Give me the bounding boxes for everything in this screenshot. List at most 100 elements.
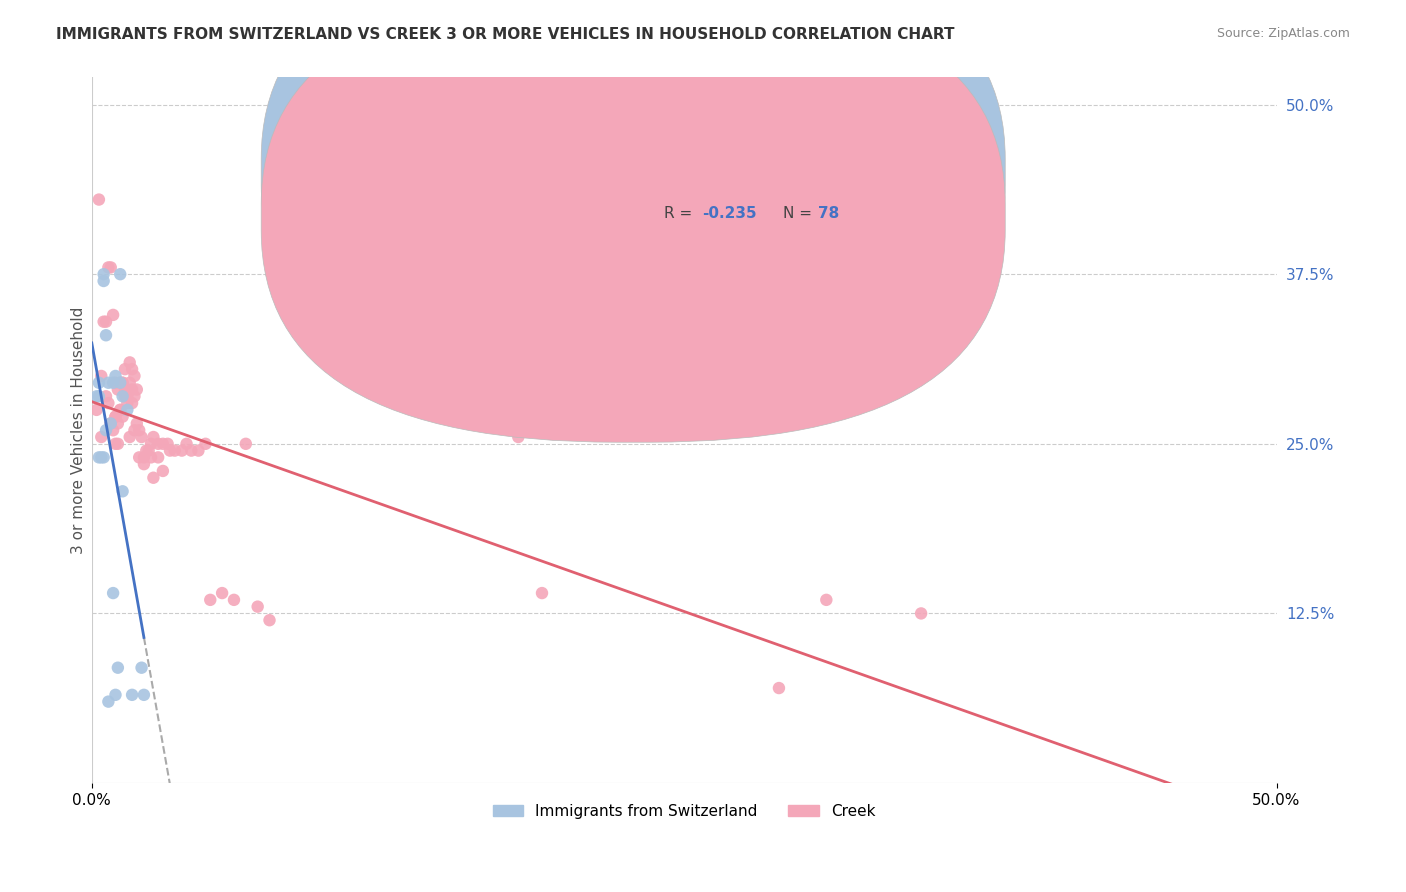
Y-axis label: 3 or more Vehicles in Household: 3 or more Vehicles in Household: [72, 307, 86, 554]
Text: IMMIGRANTS FROM SWITZERLAND VS CREEK 3 OR MORE VEHICLES IN HOUSEHOLD CORRELATION: IMMIGRANTS FROM SWITZERLAND VS CREEK 3 O…: [56, 27, 955, 42]
Text: 78: 78: [818, 206, 839, 221]
Text: 26: 26: [818, 161, 839, 177]
Point: [259, 613, 281, 627]
Point: [101, 423, 124, 437]
Point: [94, 328, 117, 343]
Point: [146, 450, 169, 465]
Point: [97, 376, 120, 390]
Point: [111, 484, 134, 499]
Point: [93, 274, 115, 288]
Point: [194, 437, 217, 451]
Text: N =: N =: [783, 206, 817, 221]
Point: [86, 389, 108, 403]
Point: [104, 409, 127, 424]
Point: [159, 443, 181, 458]
Point: [142, 471, 165, 485]
Point: [156, 437, 179, 451]
Point: [180, 443, 202, 458]
Point: [118, 355, 141, 369]
Point: [768, 681, 790, 695]
Point: [211, 586, 233, 600]
Text: -0.235: -0.235: [702, 206, 756, 221]
Point: [128, 450, 150, 465]
Point: [110, 376, 132, 390]
Point: [138, 443, 160, 458]
Point: [142, 430, 165, 444]
Point: [132, 450, 155, 465]
Point: [125, 383, 148, 397]
Text: Source: ZipAtlas.com: Source: ZipAtlas.com: [1216, 27, 1350, 40]
Point: [97, 260, 120, 275]
Point: [176, 437, 198, 451]
Point: [117, 403, 139, 417]
FancyBboxPatch shape: [262, 0, 1005, 442]
Point: [94, 315, 117, 329]
Point: [111, 409, 134, 424]
Point: [110, 403, 132, 417]
Point: [508, 430, 530, 444]
Point: [100, 260, 122, 275]
Point: [125, 417, 148, 431]
Point: [187, 443, 209, 458]
Point: [139, 437, 162, 451]
Point: [117, 389, 139, 403]
Point: [104, 368, 127, 383]
Point: [100, 417, 122, 431]
Point: [93, 267, 115, 281]
Point: [93, 450, 115, 465]
Point: [117, 396, 139, 410]
Point: [124, 368, 146, 383]
Point: [107, 383, 129, 397]
Point: [100, 417, 122, 431]
Point: [121, 688, 143, 702]
Point: [90, 450, 112, 465]
Point: [107, 661, 129, 675]
Point: [530, 586, 553, 600]
Point: [163, 443, 186, 458]
Point: [104, 376, 127, 390]
Point: [118, 376, 141, 390]
Point: [146, 437, 169, 451]
Point: [132, 457, 155, 471]
Point: [170, 443, 193, 458]
FancyBboxPatch shape: [595, 148, 921, 264]
Point: [222, 592, 245, 607]
Point: [104, 437, 127, 451]
Point: [93, 315, 115, 329]
Point: [97, 396, 120, 410]
Point: [246, 599, 269, 614]
Point: [110, 267, 132, 281]
Point: [110, 376, 132, 390]
Point: [87, 389, 110, 403]
Point: [111, 376, 134, 390]
Point: [114, 362, 136, 376]
Point: [121, 396, 143, 410]
Text: R =: R =: [664, 206, 697, 221]
Text: R =: R =: [664, 161, 697, 177]
Point: [135, 443, 157, 458]
Point: [235, 437, 257, 451]
Point: [110, 403, 132, 417]
Point: [128, 423, 150, 437]
Point: [90, 368, 112, 383]
Point: [107, 417, 129, 431]
Point: [124, 389, 146, 403]
Point: [121, 362, 143, 376]
Point: [111, 389, 134, 403]
Text: -0.220: -0.220: [702, 161, 756, 177]
Point: [132, 688, 155, 702]
Point: [117, 383, 139, 397]
Point: [118, 430, 141, 444]
FancyBboxPatch shape: [262, 0, 1005, 397]
Point: [111, 376, 134, 390]
Point: [139, 450, 162, 465]
Point: [114, 389, 136, 403]
Point: [101, 376, 124, 390]
Point: [114, 383, 136, 397]
Point: [101, 586, 124, 600]
Point: [152, 437, 174, 451]
Point: [131, 661, 153, 675]
Point: [815, 592, 838, 607]
Point: [910, 607, 932, 621]
Point: [124, 423, 146, 437]
